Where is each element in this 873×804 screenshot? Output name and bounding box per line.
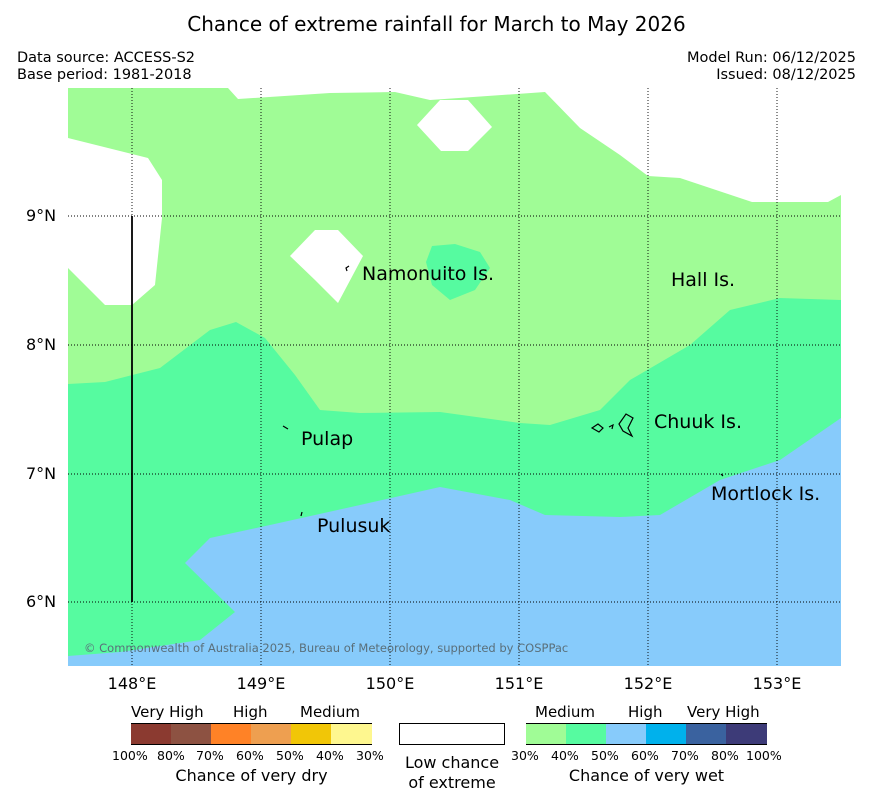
dry-tick-label: 60% xyxy=(236,748,264,763)
dry-swatch xyxy=(251,723,292,745)
chuuk-island-shape xyxy=(608,423,614,430)
wet-tick-label: 70% xyxy=(671,748,699,763)
wet-swatch xyxy=(646,723,687,745)
high-pocket-white-center xyxy=(290,230,363,303)
island-label-namonuito: Namonuito Is. xyxy=(362,263,495,285)
base-period-label: Base period: 1981-2018 xyxy=(17,67,192,83)
chuuk-island-shape xyxy=(590,423,604,433)
lon-label: 151°E xyxy=(494,674,544,693)
wet-swatch xyxy=(606,723,647,745)
dry-tick-label: 50% xyxy=(276,748,304,763)
dry-tick-label: 40% xyxy=(316,748,344,763)
wet-category-label: Medium xyxy=(535,703,595,721)
lat-label: 7°N xyxy=(26,464,57,483)
chuuk-reef-shape xyxy=(618,413,634,438)
copyright-notice: © Commonwealth of Australia 2025, Bureau… xyxy=(84,641,569,655)
dry-tick-label: 70% xyxy=(196,748,224,763)
wet-swatch xyxy=(726,723,767,745)
wet-tick-label: 30% xyxy=(511,748,539,763)
island-outlines xyxy=(282,265,724,517)
map-title: Chance of extreme rainfall for March to … xyxy=(187,12,686,36)
wet-swatch xyxy=(526,723,567,745)
dry-swatch xyxy=(331,723,372,745)
model-run-label: Model Run: 06/12/2025 xyxy=(686,50,856,66)
dry-tick-label: 30% xyxy=(356,748,384,763)
wet-category-label: High xyxy=(628,703,663,721)
mortlock-island-shape xyxy=(720,473,724,477)
dry-tick-label: 100% xyxy=(112,748,148,763)
dry-legend-title: Chance of very dry xyxy=(175,766,328,785)
wet-tick-label: 50% xyxy=(591,748,619,763)
dry-swatch xyxy=(291,723,332,745)
lon-label: 153°E xyxy=(752,674,802,693)
wet-tick-label: 60% xyxy=(631,748,659,763)
wet-40-50-patch xyxy=(426,244,490,300)
lon-label: 152°E xyxy=(623,674,673,693)
lat-label: 9°N xyxy=(26,206,57,225)
low-chance-swatch xyxy=(399,723,505,745)
dry-colorbar xyxy=(131,723,372,745)
dry-swatch xyxy=(171,723,212,745)
dry-category-label: Medium xyxy=(300,703,360,721)
issued-label: Issued: 08/12/2025 xyxy=(716,67,856,83)
dry-swatch xyxy=(131,723,172,745)
dry-tick-label: 80% xyxy=(157,748,185,763)
lon-label: 150°E xyxy=(365,674,415,693)
low-chance-label: of extreme xyxy=(408,773,496,792)
wet-tick-label: 100% xyxy=(746,748,782,763)
island-label-pulusuk: Pulusuk xyxy=(317,515,391,537)
lat-label: 8°N xyxy=(26,335,57,354)
wet-tick-label: 80% xyxy=(711,748,739,763)
wet-legend-title: Chance of very wet xyxy=(568,766,725,785)
wet-category-label: Very High xyxy=(687,703,760,721)
dry-category-label: Very High xyxy=(131,703,204,721)
island-label-chuuk: Chuuk Is. xyxy=(654,411,742,433)
island-label-mortlock: Mortlock Is. xyxy=(711,483,821,505)
graticule xyxy=(68,88,841,666)
dry-category-label: High xyxy=(233,703,268,721)
wet-colorbar xyxy=(526,723,767,745)
island-label-pulap: Pulap xyxy=(301,428,354,450)
namonuito-island-shape xyxy=(345,265,350,272)
high-pocket-white-north xyxy=(417,100,492,151)
pulusuk-island-shape xyxy=(300,511,303,517)
dry-swatch xyxy=(211,723,252,745)
island-label-hall: Hall Is. xyxy=(671,269,736,291)
low-chance-label: Low chance xyxy=(404,753,500,772)
pulap-island-shape xyxy=(282,425,289,430)
wet-tick-label: 40% xyxy=(551,748,579,763)
data-source-label: Data source: ACCESS-S2 xyxy=(17,50,196,66)
lat-label: 6°N xyxy=(26,592,57,611)
lon-label: 149°E xyxy=(236,674,286,693)
wet-swatch xyxy=(566,723,607,745)
wet-swatch xyxy=(686,723,727,745)
lon-label: 148°E xyxy=(107,674,157,693)
